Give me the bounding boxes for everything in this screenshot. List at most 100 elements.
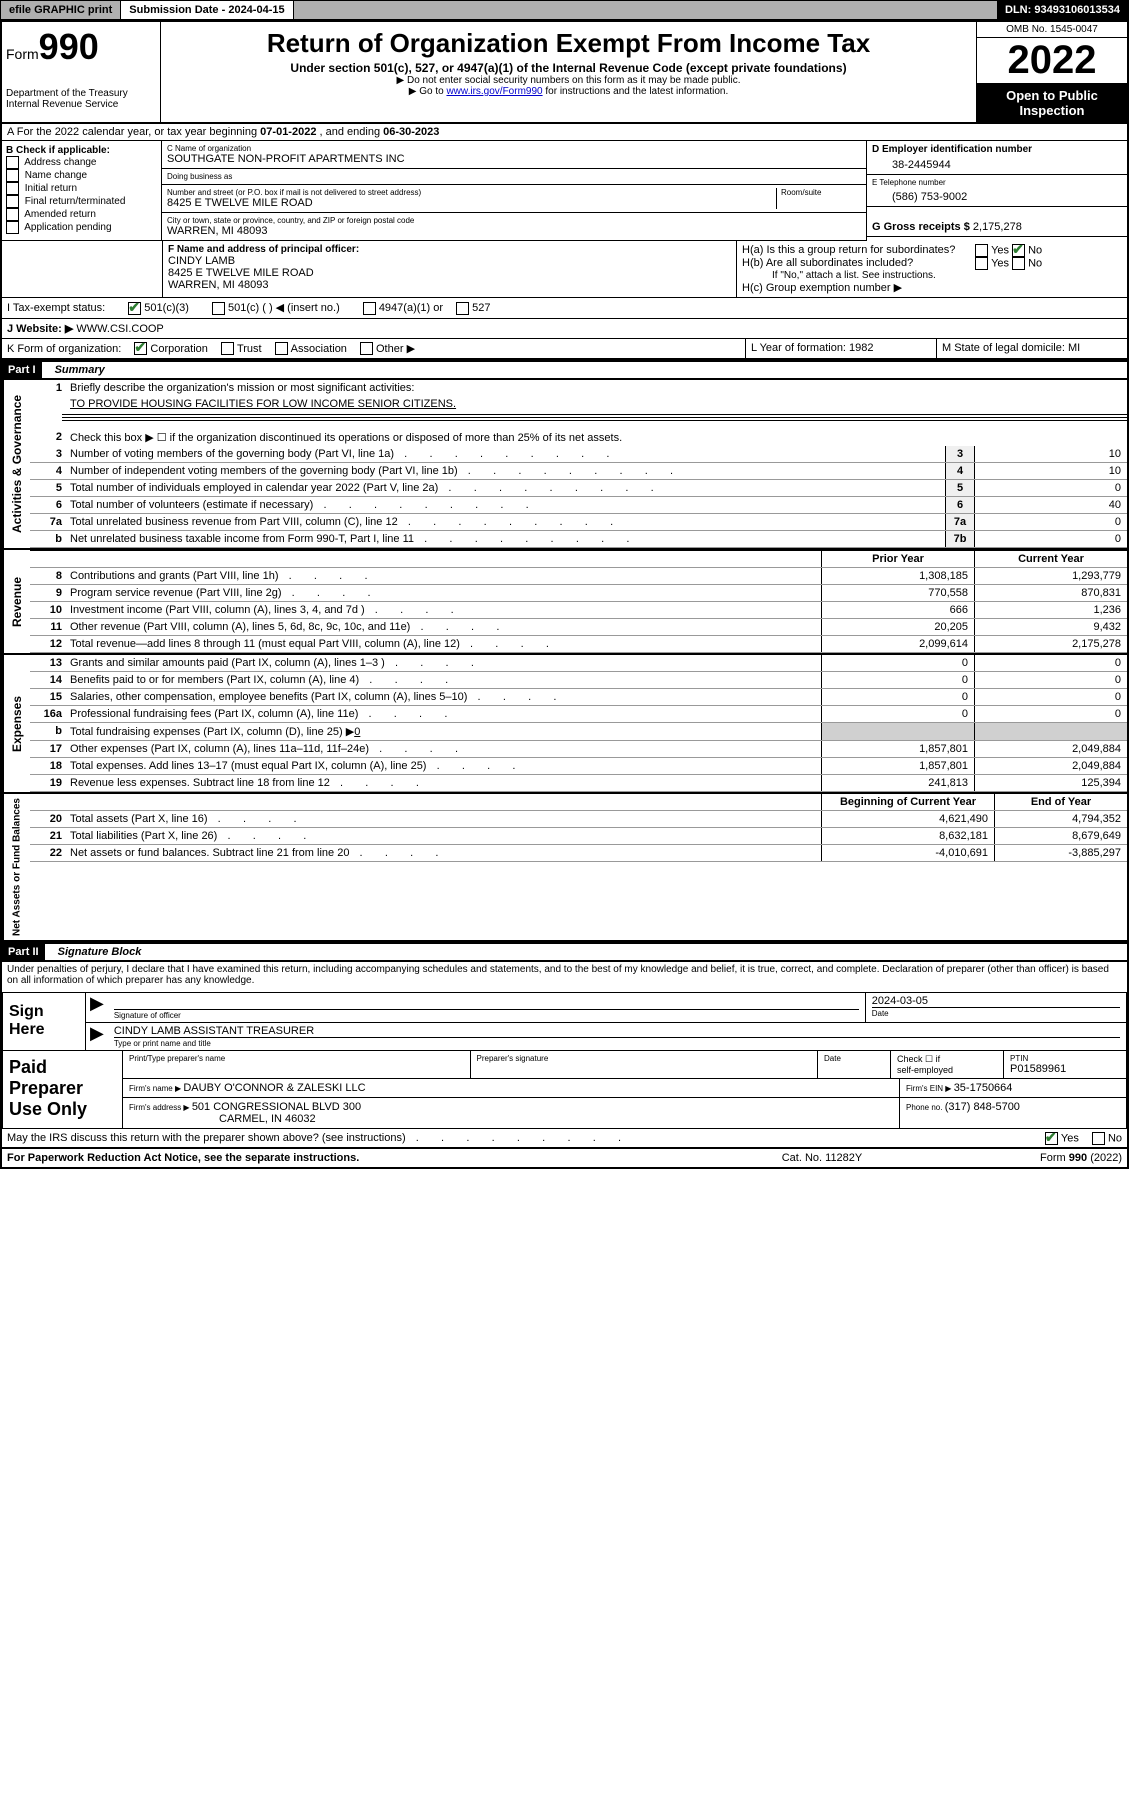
blockb-item: Final return/terminated	[6, 195, 157, 208]
discuss-no: No	[1108, 1133, 1122, 1145]
firm-ein: 35-1750664	[954, 1082, 1013, 1094]
prep-date-label: Date	[824, 1054, 884, 1063]
self-emp-b: self-employed	[897, 1065, 953, 1075]
blockb-item: Address change	[6, 156, 157, 169]
note2a: ▶ Go to	[409, 86, 447, 97]
row-j: J Website: ▶ WWW.CSI.COOP	[2, 319, 1127, 339]
blockb-checkbox[interactable]	[6, 221, 19, 234]
arrow-icon: ▶	[86, 1023, 108, 1050]
website-label: J Website: ▶	[7, 323, 76, 335]
blocks-b-g: B Check if applicable: Address change Na…	[2, 141, 1127, 241]
blockb-checkbox[interactable]	[6, 156, 19, 169]
prep-name-label: Print/Type preparer's name	[129, 1054, 464, 1063]
footer-right: Form 990 (2022)	[922, 1152, 1122, 1164]
opt-assoc: Association	[291, 343, 347, 355]
top-bar: efile GRAPHIC print Submission Date - 20…	[0, 0, 1129, 20]
row-klm: K Form of organization: Corporation Trus…	[2, 339, 1127, 361]
summary-line: 12Total revenue—add lines 8 through 11 (…	[30, 636, 1127, 653]
sa-text-b: , and ending	[316, 126, 383, 138]
phone-label: E Telephone number	[872, 178, 1122, 187]
part2-num: Part II	[2, 944, 45, 960]
summary-line: 11Other revenue (Part VIII, column (A), …	[30, 619, 1127, 636]
blocks-f-h: F Name and address of principal officer:…	[2, 241, 1127, 298]
ha-yes-checkbox[interactable]	[975, 244, 988, 257]
form-title: Return of Organization Exempt From Incom…	[171, 28, 966, 59]
officer-name: CINDY LAMB	[168, 255, 731, 267]
blockb-item: Initial return	[6, 182, 157, 195]
blockb-checkbox[interactable]	[6, 182, 19, 195]
street-address: 8425 E TWELVE MILE ROAD	[167, 197, 776, 209]
other-checkbox[interactable]	[360, 342, 373, 355]
ha-label: H(a) Is this a group return for subordin…	[742, 244, 972, 256]
hb-note: If "No," attach a list. See instructions…	[742, 270, 1122, 281]
ein-value: 38-2445944	[872, 155, 1122, 171]
summary-line: bNet unrelated business taxable income f…	[30, 531, 1127, 548]
officer-addr2: WARREN, MI 48093	[168, 279, 731, 291]
block-right: D Employer identification number 38-2445…	[867, 141, 1127, 241]
summary-line: 15Salaries, other compensation, employee…	[30, 689, 1127, 706]
l16b-prior-grey	[821, 723, 974, 740]
opt-501c: 501(c) ( ) ◀ (insert no.)	[228, 302, 340, 314]
ein-label: D Employer identification number	[872, 144, 1122, 155]
efile-label[interactable]: efile GRAPHIC print	[1, 1, 121, 19]
blockb-checkbox[interactable]	[6, 208, 19, 221]
block-e: E Telephone number (586) 753-9002	[867, 175, 1127, 207]
note2b: for instructions and the latest informat…	[543, 86, 729, 97]
hdr-prior: Prior Year	[821, 551, 974, 567]
phone-value: (586) 753-9002	[872, 187, 1122, 203]
h-b: H(b) Are all subordinates included? Yes …	[742, 257, 1122, 270]
summary-line: 10Investment income (Part VIII, column (…	[30, 602, 1127, 619]
irs-link[interactable]: www.irs.gov/Form990	[446, 86, 542, 97]
block-c: C Name of organization SOUTHGATE NON-PRO…	[162, 141, 867, 241]
discuss-no-checkbox[interactable]	[1092, 1132, 1105, 1145]
hb-no-checkbox[interactable]	[1012, 257, 1025, 270]
discuss-yes-checkbox[interactable]	[1045, 1132, 1058, 1145]
city-label: City or town, state or province, country…	[167, 216, 861, 225]
hb-yes-checkbox[interactable]	[975, 257, 988, 270]
discuss-yes: Yes	[1061, 1133, 1079, 1145]
domicile: MI	[1068, 342, 1080, 354]
form-label: Form	[6, 46, 39, 62]
note-link: ▶ Go to www.irs.gov/Form990 for instruct…	[171, 86, 966, 97]
501c3-checkbox[interactable]	[128, 302, 141, 315]
firm-addr2: CARMEL, IN 46032	[129, 1113, 316, 1125]
4947-checkbox[interactable]	[363, 302, 376, 315]
assoc-checkbox[interactable]	[275, 342, 288, 355]
row-i: I Tax-exempt status: 501(c)(3) 501(c) ( …	[2, 298, 1127, 319]
officer-label: F Name and address of principal officer:	[168, 244, 731, 255]
tab-activities: Activities & Governance	[2, 380, 30, 548]
addr-cell: Number and street (or P.O. box if mail i…	[162, 185, 866, 213]
footer-mid: Cat. No. 11282Y	[722, 1152, 922, 1164]
blockb-item: Amended return	[6, 208, 157, 221]
hb-label: H(b) Are all subordinates included?	[742, 257, 972, 269]
l16b-curr-grey	[974, 723, 1127, 740]
summary-line: 8Contributions and grants (Part VIII, li…	[30, 568, 1127, 585]
tax-year: 2022	[977, 38, 1127, 84]
summary-line: 9Program service revenue (Part VIII, lin…	[30, 585, 1127, 602]
summary-line: 14Benefits paid to or for members (Part …	[30, 672, 1127, 689]
fr-a: Form	[1040, 1152, 1069, 1164]
part2-title: Signature Block	[48, 946, 142, 958]
tax-status-label: I Tax-exempt status:	[7, 302, 105, 314]
corp-checkbox[interactable]	[134, 342, 147, 355]
501c-checkbox[interactable]	[212, 302, 225, 315]
year-formation: 1982	[849, 342, 873, 354]
name-label: C Name of organization	[167, 144, 861, 153]
527-checkbox[interactable]	[456, 302, 469, 315]
declaration: Under penalties of perjury, I declare th…	[2, 962, 1127, 988]
subdate-label: Submission Date -	[129, 4, 228, 16]
blockb-checkbox[interactable]	[6, 195, 19, 208]
summary-line: 3Number of voting members of the governi…	[30, 446, 1127, 463]
subdate-value: 2024-04-15	[228, 4, 284, 16]
block-d: D Employer identification number 38-2445…	[867, 141, 1127, 175]
ha-no: No	[1028, 244, 1042, 256]
blockb-checkbox[interactable]	[6, 169, 19, 182]
form-header: Form990 Department of the Treasury Inter…	[2, 22, 1127, 124]
ha-no-checkbox[interactable]	[1012, 244, 1025, 257]
trust-checkbox[interactable]	[221, 342, 234, 355]
summary-line: 7aTotal unrelated business revenue from …	[30, 514, 1127, 531]
discuss-row: May the IRS discuss this return with the…	[2, 1129, 1127, 1149]
summary-line: 19Revenue less expenses. Subtract line 1…	[30, 775, 1127, 792]
arrow-icon: ▶	[86, 993, 108, 1022]
paid-preparer-block: Paid Preparer Use Only Print/Type prepar…	[2, 1051, 1127, 1129]
